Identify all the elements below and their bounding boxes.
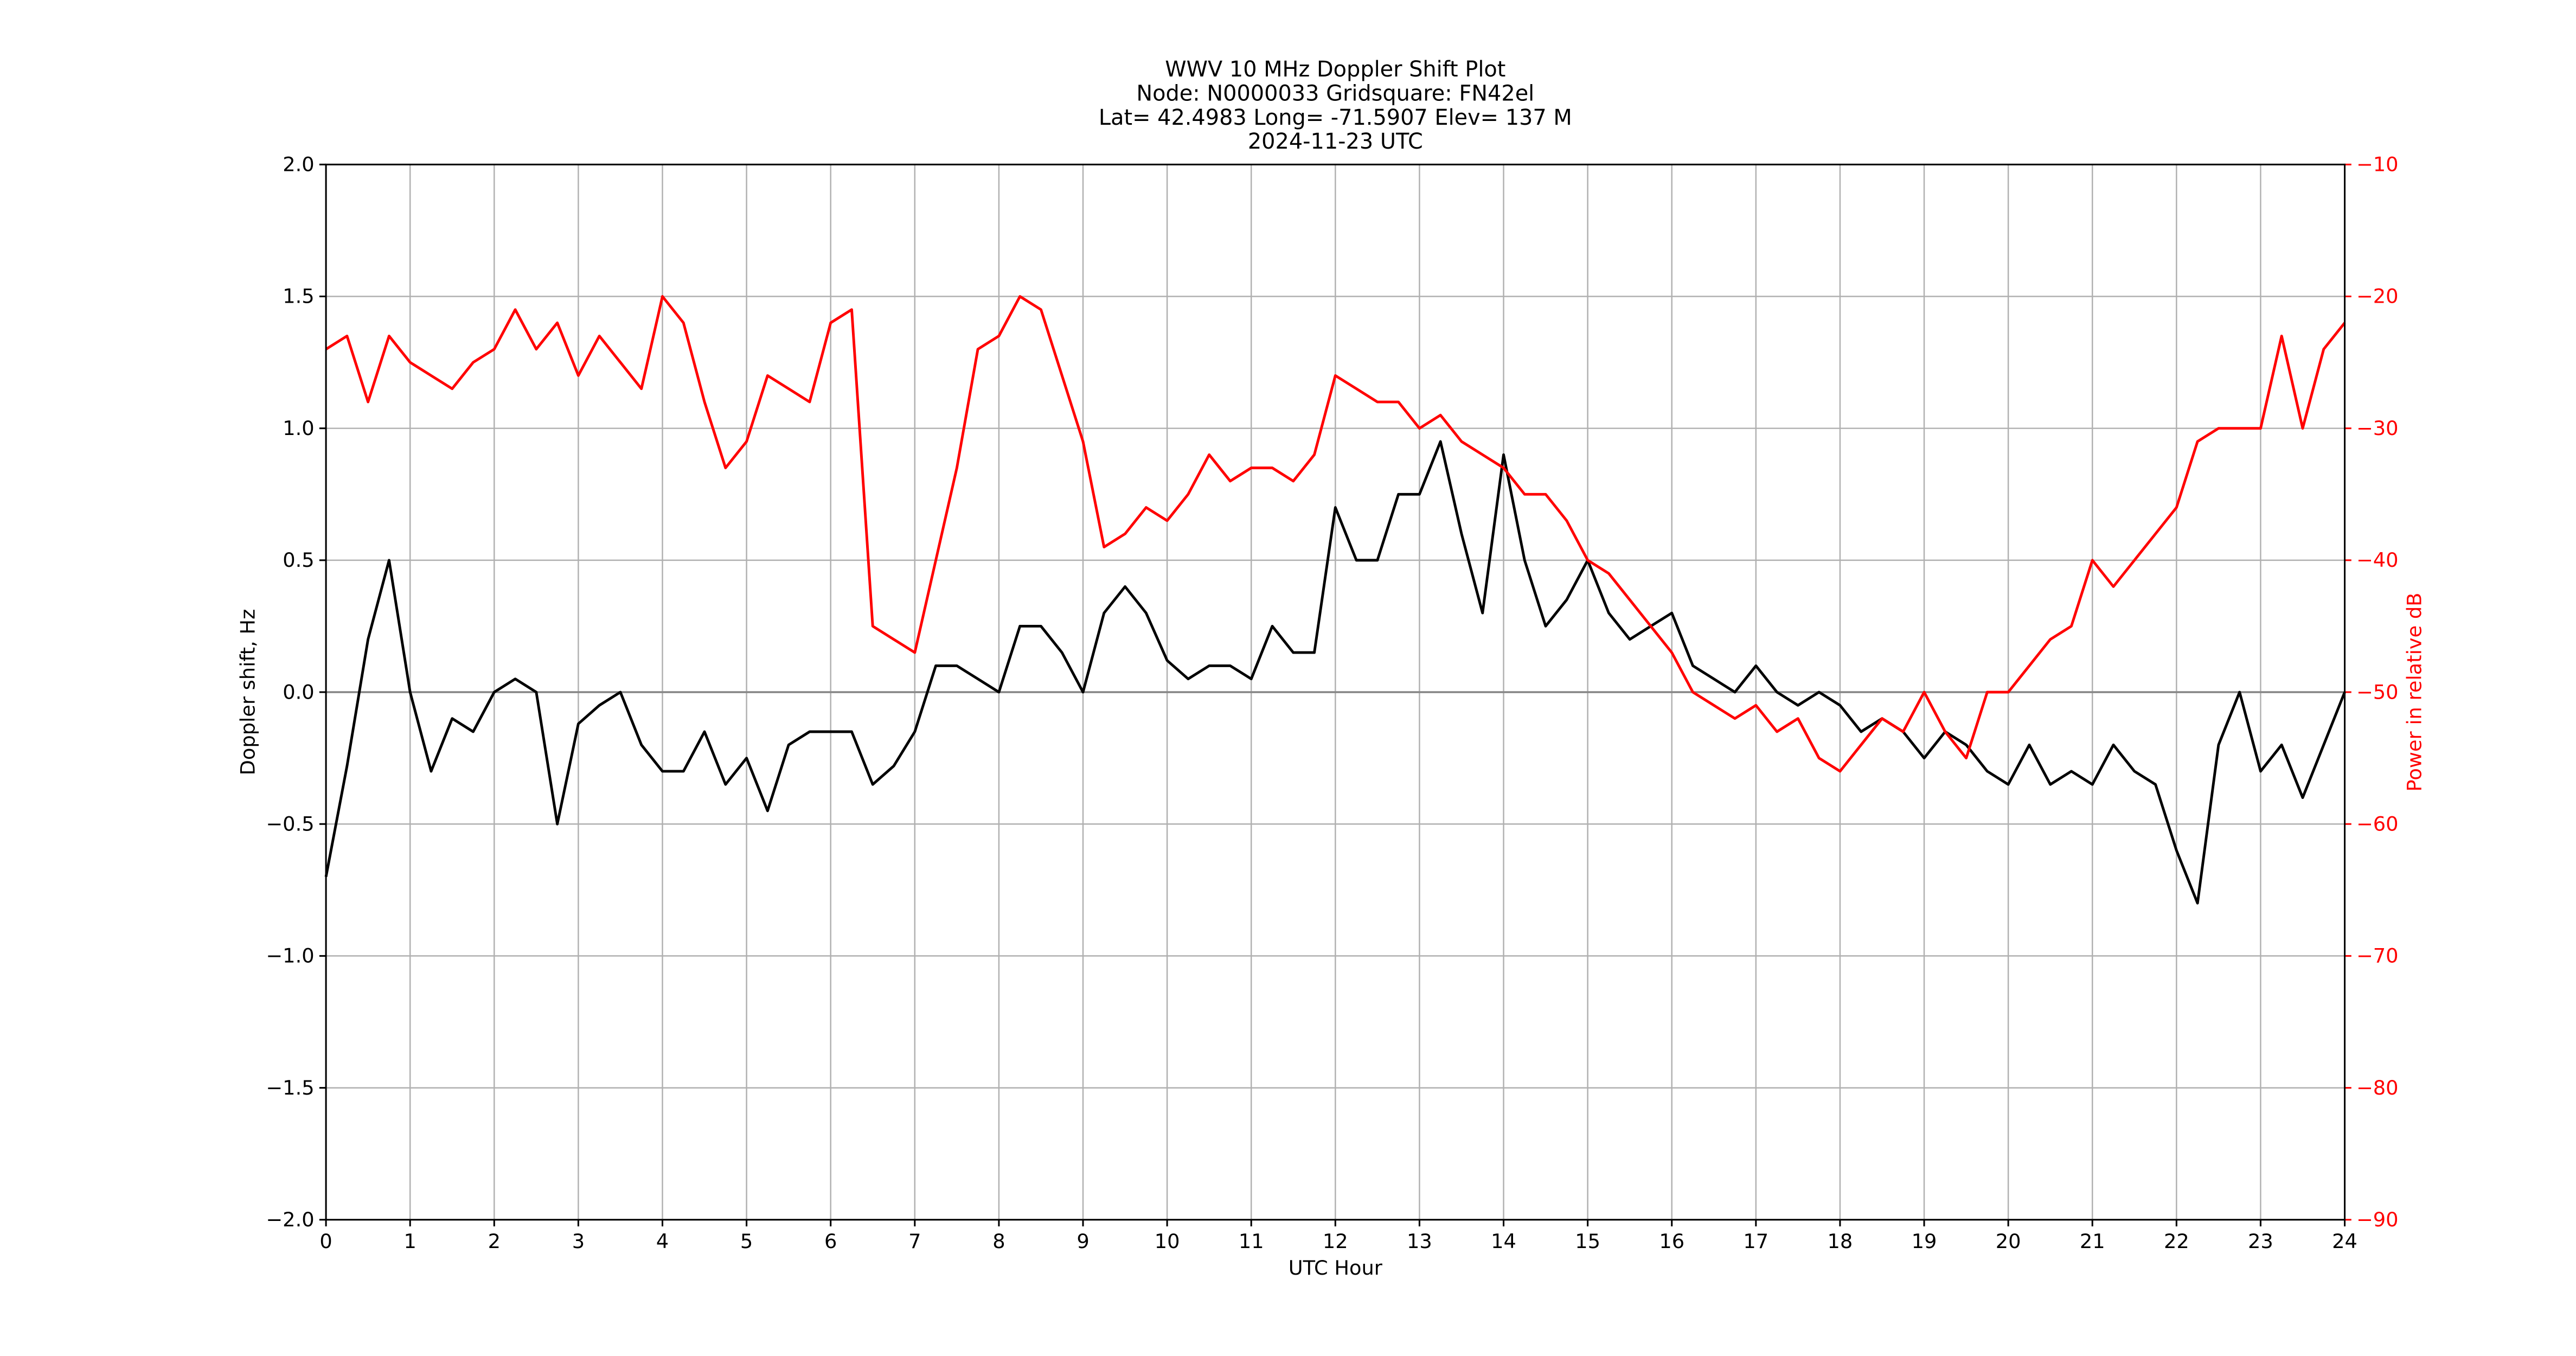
x-tick-label: 19 [1912, 1230, 1937, 1253]
x-tick-label: 4 [656, 1230, 669, 1253]
x-tick-label: 2 [488, 1230, 501, 1253]
x-tick-label: 17 [1743, 1230, 1768, 1253]
x-tick-label: 5 [740, 1230, 753, 1253]
data-line [325, 295, 2346, 773]
x-tick-label: 22 [2164, 1230, 2189, 1253]
y-tick-label: 0.0 [283, 680, 314, 703]
x-tick-label: 3 [572, 1230, 585, 1253]
y-tick-label: 1.0 [283, 417, 314, 440]
y2-tick-label: −20 [2356, 285, 2399, 308]
x-tick-label: 23 [2248, 1230, 2273, 1253]
y-tick-label: −1.0 [266, 944, 314, 968]
y-tick-label: 2.0 [283, 153, 314, 176]
y-tick-label: −0.5 [266, 812, 314, 835]
x-tick-label: 20 [1996, 1230, 2021, 1253]
x-tick-label: 6 [824, 1230, 837, 1253]
x-tick-label: 13 [1407, 1230, 1432, 1253]
y-tick-label: 0.5 [283, 548, 314, 572]
y-tick-label: 1.5 [283, 285, 314, 308]
chart-title: Lat= 42.4983 Long= -71.5907 Elev= 137 M [1099, 105, 1572, 130]
x-tick-label: 14 [1491, 1230, 1516, 1253]
x-tick-label: 24 [2332, 1230, 2357, 1253]
x-tick-label: 15 [1575, 1230, 1600, 1253]
x-axis-label: UTC Hour [1289, 1256, 1383, 1280]
y2-tick-label: −30 [2356, 417, 2399, 440]
y2-tick-label: −60 [2356, 812, 2399, 835]
x-tick-label: 16 [1659, 1230, 1684, 1253]
x-tick-label: 10 [1155, 1230, 1180, 1253]
data-line [324, 440, 2346, 905]
y2-tick-label: −50 [2356, 680, 2399, 703]
x-tick-label: 8 [992, 1230, 1005, 1253]
x-tick-label: 18 [1828, 1230, 1853, 1253]
y2-tick-label: −80 [2356, 1076, 2399, 1099]
y2-tick-label: −10 [2356, 153, 2399, 176]
chart-title: WWV 10 MHz Doppler Shift Plot [1165, 57, 1505, 82]
y2-tick-label: −40 [2356, 548, 2399, 572]
y-tick-label: −2.0 [266, 1208, 314, 1231]
y2-axis-label: Power in relative dB [2402, 593, 2426, 792]
chart-title: 2024-11-23 UTC [1248, 129, 1423, 154]
chart-title: Node: N0000033 Gridsquare: FN42el [1136, 81, 1534, 106]
y-axis-label: Doppler shift, Hz [236, 609, 259, 776]
y-tick-label: −1.5 [266, 1076, 314, 1099]
y2-tick-label: −90 [2356, 1208, 2399, 1231]
x-tick-label: 12 [1323, 1230, 1348, 1253]
x-tick-label: 0 [319, 1230, 332, 1253]
x-tick-label: 11 [1239, 1230, 1264, 1253]
x-tick-label: 1 [404, 1230, 416, 1253]
plot-frame [325, 163, 2346, 1221]
x-tick-label: 21 [2080, 1230, 2105, 1253]
x-tick-label: 7 [908, 1230, 921, 1253]
y2-tick-label: −70 [2356, 944, 2399, 968]
x-tick-label: 9 [1076, 1230, 1089, 1253]
